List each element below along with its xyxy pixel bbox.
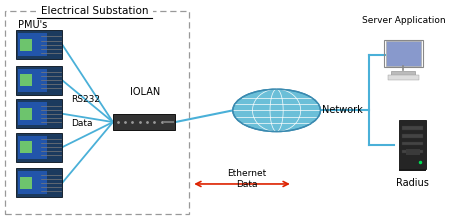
Bar bbox=[384, 40, 422, 67]
Bar bbox=[113, 114, 175, 130]
Bar bbox=[18, 102, 47, 125]
Bar bbox=[388, 75, 419, 80]
Text: Server Application: Server Application bbox=[361, 16, 445, 25]
Bar bbox=[20, 39, 32, 51]
Bar bbox=[399, 120, 426, 169]
Text: Radius: Radius bbox=[396, 178, 429, 188]
Bar bbox=[406, 149, 420, 155]
Bar bbox=[18, 136, 47, 159]
Bar bbox=[402, 150, 423, 153]
Bar bbox=[20, 141, 32, 153]
Bar bbox=[18, 33, 47, 56]
Circle shape bbox=[233, 89, 320, 132]
Bar bbox=[16, 99, 62, 128]
Bar bbox=[20, 74, 32, 86]
Text: Network: Network bbox=[322, 105, 362, 115]
Bar bbox=[391, 71, 415, 75]
Bar bbox=[18, 69, 47, 92]
Bar bbox=[402, 134, 423, 138]
Bar bbox=[16, 66, 62, 95]
Bar bbox=[18, 171, 47, 194]
Text: RS232: RS232 bbox=[71, 95, 100, 104]
Bar bbox=[5, 11, 189, 214]
Bar bbox=[16, 168, 62, 197]
Bar bbox=[16, 133, 62, 162]
Bar bbox=[402, 126, 423, 130]
Text: IOLAN: IOLAN bbox=[130, 87, 160, 97]
Bar bbox=[402, 142, 423, 145]
Bar bbox=[20, 108, 32, 120]
Bar bbox=[399, 169, 426, 171]
Text: Electrical Substation: Electrical Substation bbox=[41, 6, 148, 16]
Text: PMU's: PMU's bbox=[18, 20, 47, 30]
Bar bbox=[386, 41, 420, 66]
Bar bbox=[20, 177, 32, 189]
Text: Ethernet
Data: Ethernet Data bbox=[227, 169, 266, 189]
Text: Data: Data bbox=[71, 119, 93, 128]
Bar bbox=[16, 30, 62, 59]
